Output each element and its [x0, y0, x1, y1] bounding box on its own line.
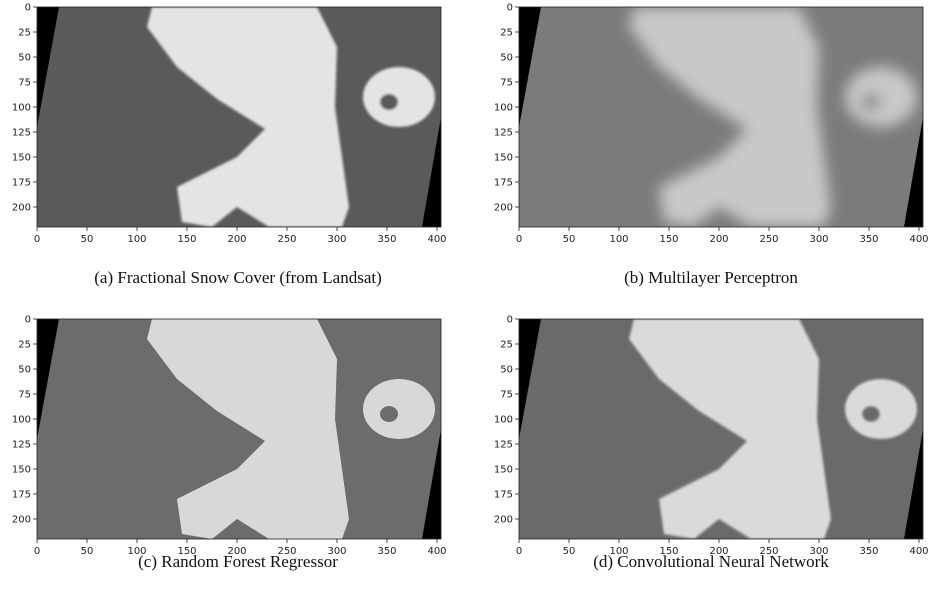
panel: 0 50 100 150 200 250 300 350 400 0 25 50 75 100 125 150…	[494, 3, 929, 246]
lake-hole	[380, 94, 398, 110]
y-tick-label: 50	[500, 365, 513, 376]
y-tick-label: 75	[18, 390, 31, 401]
image	[519, 319, 923, 539]
panel: 0 50 100 150 200 250 300 350 400 0 25 50 75 100 125 150…	[12, 3, 447, 246]
x-tick-label: 300	[327, 234, 346, 245]
x-tick-label: 100	[127, 234, 146, 245]
y-tick-label: 100	[494, 103, 513, 114]
y-tick-label: 75	[500, 390, 513, 401]
figure: 0501001502002503003504000255075100125150…	[0, 0, 931, 609]
x-tick-label: 50	[563, 234, 576, 245]
y-tick-label: 0	[507, 315, 513, 326]
page: 0501001502002503003504000255075100125150…	[0, 0, 931, 609]
lake-hole	[380, 406, 398, 422]
lake-hole	[862, 94, 880, 110]
image	[37, 319, 441, 539]
lake	[363, 67, 435, 127]
y-tick-label: 150	[494, 153, 513, 164]
x-tick-label: 400	[909, 234, 928, 245]
x-tick-label: 250	[759, 234, 778, 245]
x-tick-label: 400	[427, 546, 446, 557]
x-tick-label: 100	[609, 234, 628, 245]
y-tick-label: 100	[494, 415, 513, 426]
y-tick-label: 200	[494, 515, 513, 526]
x-tick-label: 50	[563, 546, 576, 557]
y-tick-label: 75	[18, 78, 31, 89]
caption: (a) Fractional Snow Cover (from Landsat)	[94, 268, 382, 287]
y-tick-label: 175	[12, 178, 31, 189]
y-tick-label: 125	[494, 440, 513, 451]
lake	[363, 379, 435, 439]
x-tick-label: 250	[277, 234, 296, 245]
y-tick-label: 200	[494, 203, 513, 214]
x-tick-label: 50	[81, 546, 94, 557]
caption: (c) Random Forest Regressor	[138, 552, 338, 571]
x-tick-label: 0	[34, 546, 40, 557]
x-tick-label: 400	[909, 546, 928, 557]
y-tick-label: 25	[18, 340, 31, 351]
lake	[845, 379, 917, 439]
x-tick-label: 0	[34, 234, 40, 245]
image	[37, 7, 441, 227]
y-tick-label: 0	[507, 3, 513, 14]
y-tick-label: 0	[25, 3, 31, 14]
x-tick-label: 200	[709, 234, 728, 245]
y-tick-label: 175	[494, 178, 513, 189]
x-tick-label: 0	[516, 234, 522, 245]
y-tick-label: 50	[18, 365, 31, 376]
y-tick-label: 200	[12, 515, 31, 526]
y-tick-label: 25	[500, 28, 513, 39]
image	[519, 7, 923, 227]
x-tick-label: 50	[81, 234, 94, 245]
y-tick-label: 150	[12, 153, 31, 164]
x-tick-label: 300	[809, 234, 828, 245]
caption: (d) Convolutional Neural Network	[593, 552, 829, 571]
y-tick-label: 75	[500, 78, 513, 89]
x-tick-label: 350	[377, 234, 396, 245]
y-tick-label: 175	[494, 490, 513, 501]
x-tick-label: 0	[516, 546, 522, 557]
lake	[845, 67, 917, 127]
y-tick-label: 0	[25, 315, 31, 326]
y-tick-label: 125	[494, 128, 513, 139]
y-tick-label: 25	[500, 340, 513, 351]
y-tick-label: 150	[494, 465, 513, 476]
lake-hole	[862, 406, 880, 422]
y-tick-label: 125	[12, 128, 31, 139]
y-tick-label: 50	[18, 53, 31, 64]
x-tick-label: 150	[177, 234, 196, 245]
y-tick-label: 150	[12, 465, 31, 476]
x-tick-label: 350	[377, 546, 396, 557]
x-tick-label: 150	[659, 234, 678, 245]
y-tick-label: 100	[12, 415, 31, 426]
y-tick-label: 175	[12, 490, 31, 501]
y-tick-label: 100	[12, 103, 31, 114]
x-tick-label: 350	[859, 546, 878, 557]
x-tick-label: 350	[859, 234, 878, 245]
x-tick-label: 400	[427, 234, 446, 245]
y-tick-label: 25	[18, 28, 31, 39]
y-tick-label: 125	[12, 440, 31, 451]
x-tick-label: 200	[227, 234, 246, 245]
caption: (b) Multilayer Perceptron	[624, 268, 798, 287]
y-tick-label: 200	[12, 203, 31, 214]
y-tick-label: 50	[500, 53, 513, 64]
